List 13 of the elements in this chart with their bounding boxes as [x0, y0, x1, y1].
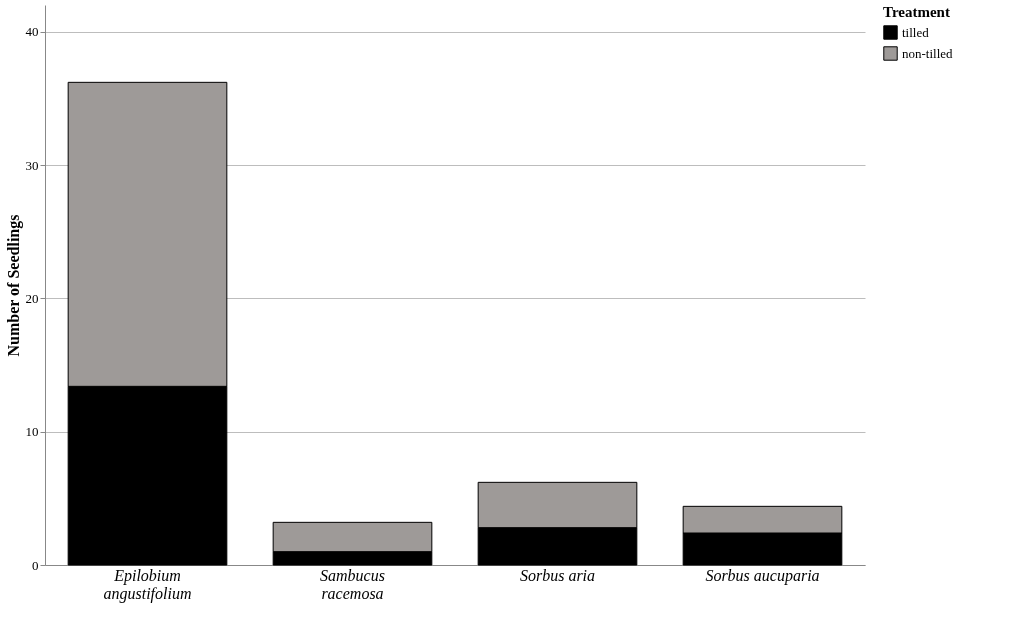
x-tick-label: Epilobium angustifolium — [103, 566, 192, 603]
y-tick-label: 40 — [25, 24, 39, 40]
y-tick-label: 0 — [32, 557, 39, 573]
y-tick-label: 30 — [25, 157, 39, 173]
legend-label: tilled — [902, 24, 930, 40]
x-tick-label: Sorbus aucuparia — [705, 566, 820, 585]
legend-label: non-tilled — [902, 45, 954, 61]
x-tick-label: Sorbus aria — [519, 566, 596, 584]
legend-title: Treatment — [883, 4, 950, 20]
x-tick-label: Sambucus racemosa — [320, 566, 385, 602]
y-tick-label: 20 — [25, 290, 39, 306]
y-axis-title: Number of Seedlings — [4, 214, 23, 357]
y-tick-label: 10 — [25, 424, 39, 440]
